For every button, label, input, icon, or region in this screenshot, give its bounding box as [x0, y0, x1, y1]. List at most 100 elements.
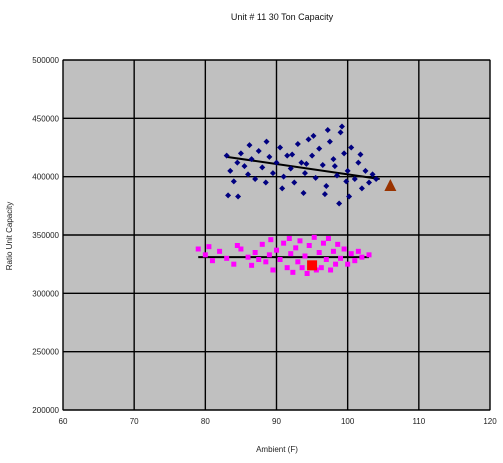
- square-point: [195, 246, 201, 252]
- square-point: [316, 250, 322, 255]
- diamond-point: [326, 138, 333, 145]
- diamond-point: [321, 191, 328, 198]
- diamond-point: [309, 152, 316, 159]
- square-point: [209, 258, 215, 264]
- square-point: [245, 254, 251, 260]
- diamond-point: [234, 159, 241, 166]
- square-point: [366, 252, 372, 258]
- diamond-point: [343, 178, 350, 185]
- diamond-point: [337, 129, 344, 136]
- diamond-point: [310, 132, 317, 139]
- square-point: [284, 265, 290, 271]
- diamond-point: [266, 153, 273, 160]
- square-point: [234, 243, 240, 248]
- diamond-point: [237, 150, 244, 157]
- diamond-point: [357, 151, 364, 158]
- square-point: [297, 238, 303, 244]
- square-point: [293, 245, 299, 251]
- diamond-point: [323, 183, 330, 189]
- diamond-point: [336, 200, 343, 207]
- square-point: [268, 237, 274, 243]
- y-tick-label: 350000: [32, 231, 59, 240]
- diamond-point: [298, 159, 305, 166]
- square-point: [295, 259, 301, 265]
- diamond-point: [333, 172, 340, 179]
- square-point: [338, 255, 344, 261]
- diamond-point: [366, 179, 373, 186]
- diamond-point: [355, 159, 362, 166]
- square-point: [286, 236, 292, 241]
- square-point: [348, 251, 354, 257]
- diamond-point: [301, 170, 308, 177]
- diamond-point: [255, 148, 262, 154]
- square-point: [238, 246, 244, 252]
- square-point: [341, 246, 347, 252]
- x-tick-label: 60: [59, 417, 68, 426]
- square-point: [277, 257, 283, 262]
- diamond-point: [348, 144, 355, 151]
- square-point: [202, 252, 208, 258]
- square-point: [206, 244, 212, 250]
- diamond-point: [289, 151, 296, 158]
- y-tick-label: 250000: [32, 348, 59, 357]
- diamond-point: [300, 190, 307, 196]
- diamond-point: [273, 159, 280, 166]
- diamond-point: [279, 185, 286, 192]
- square-point: [288, 251, 294, 257]
- square-point: [325, 236, 331, 241]
- square-point: [323, 257, 329, 262]
- diamond-point: [287, 165, 294, 172]
- square-point: [252, 250, 258, 255]
- gridlines: [62, 59, 491, 411]
- square-point: [263, 259, 269, 265]
- diamond-point: [294, 141, 301, 147]
- square-point: [359, 254, 365, 260]
- square-point: [224, 255, 230, 261]
- square-point: [335, 241, 341, 247]
- data-points: [195, 123, 397, 276]
- diamond-point: [259, 164, 266, 171]
- diamond-point: [280, 173, 287, 180]
- y-tick-label: 300000: [32, 289, 59, 298]
- diamond-point: [351, 176, 358, 182]
- x-tick-label: 100: [341, 417, 355, 426]
- square-point: [352, 258, 358, 264]
- square-point: [311, 234, 317, 240]
- square-point: [270, 267, 276, 273]
- y-tick-labels: 200000 250000 300000 350000 400000 450000 5000…: [32, 56, 59, 415]
- diamond-point: [346, 193, 353, 200]
- square-point: [249, 262, 255, 268]
- x-tick-label: 90: [272, 417, 281, 426]
- diamond-point: [284, 152, 291, 159]
- square-point: [231, 261, 237, 267]
- y-tick-label: 500000: [32, 56, 59, 65]
- x-tick-label: 80: [201, 417, 210, 426]
- square-point: [281, 240, 287, 246]
- diamond-point: [338, 123, 345, 130]
- diamond-point: [263, 138, 270, 145]
- square-point: [320, 240, 326, 246]
- large-square-point: [307, 260, 318, 271]
- diamond-point: [241, 163, 248, 170]
- x-tick-label: 120: [483, 417, 497, 426]
- square-point: [330, 248, 336, 254]
- square-point: [355, 248, 361, 254]
- diamond-point: [303, 160, 310, 167]
- diamond-point: [316, 145, 323, 152]
- x-tick-label: 110: [412, 417, 425, 426]
- diamond-point: [305, 136, 312, 143]
- square-point: [302, 253, 308, 259]
- x-tick-labels: 60 70 80 90 100 110 120: [59, 417, 498, 426]
- diamond-point: [245, 171, 252, 178]
- diamond-point: [235, 193, 242, 200]
- diamond-point: [344, 167, 351, 174]
- square-point: [217, 248, 223, 254]
- diamond-point: [331, 163, 338, 170]
- diamond-point: [362, 167, 369, 174]
- diamond-point: [358, 185, 365, 192]
- diamond-point: [230, 178, 237, 185]
- diamond-point: [312, 174, 319, 181]
- diamond-point: [277, 144, 284, 151]
- square-point: [266, 252, 272, 258]
